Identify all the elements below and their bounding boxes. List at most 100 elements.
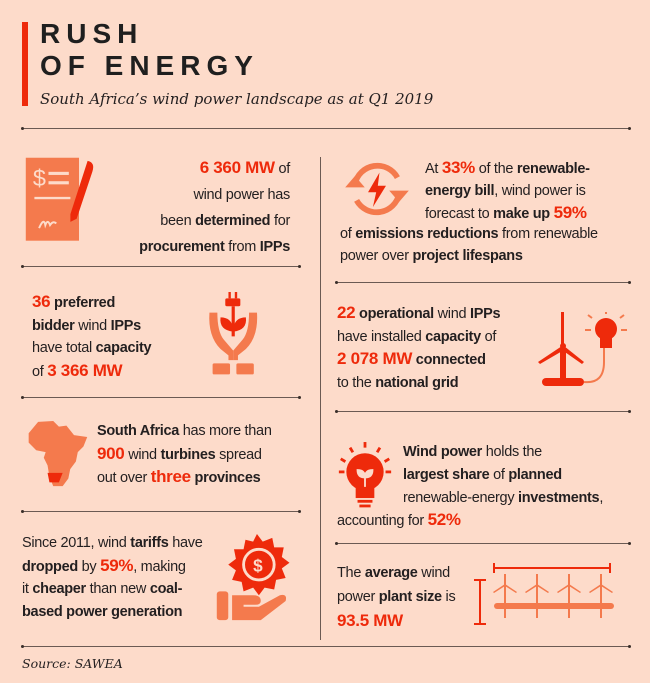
fact-line: largest share of planned: [403, 464, 603, 487]
body-text: holds the: [482, 444, 542, 460]
fact-investments-last-line: accounting for 52%: [337, 509, 461, 532]
body-text: forecast to: [425, 206, 494, 222]
divider: [335, 542, 631, 545]
body-text: of: [480, 328, 497, 345]
body-text: spread: [215, 446, 262, 463]
highlight-value: 93.5 MW: [337, 611, 403, 630]
body-text: wind: [124, 446, 161, 463]
emphasis-text: dropped: [22, 558, 78, 575]
emphasis-text: based power generation: [22, 603, 183, 620]
fact-line: Wind power holds the: [403, 441, 603, 464]
fact-emissions-bottom: of emissions reductions from renewable po…: [340, 223, 598, 267]
emphasis-text: connected: [412, 352, 486, 369]
highlight-value: 33%: [441, 158, 475, 177]
fact-line: energy bill, wind power is: [425, 180, 590, 202]
fact-line: based power generation: [22, 601, 202, 624]
highlight-value: 59%: [100, 555, 134, 575]
accent-bar: [22, 22, 28, 106]
fact-line: At 33% of the renewable-: [425, 157, 590, 180]
highlight-value: three: [150, 467, 191, 486]
body-text: renewable-energy: [403, 490, 518, 506]
fact-line: 2 078 MW connected: [337, 348, 500, 372]
fact-emissions-top: At 33% of the renewable-energy bill, win…: [425, 157, 590, 225]
hands-plant-plug-icon: [209, 292, 258, 375]
fact-line: of 3 366 MW: [32, 360, 151, 384]
fact-line: dropped by 59%, making: [22, 555, 202, 579]
emphasis-text: plant size: [378, 588, 442, 605]
emphasis-text: largest share: [403, 467, 490, 483]
body-text: of: [489, 467, 509, 483]
highlight-value: 900: [97, 443, 125, 463]
body-text: have: [168, 535, 203, 551]
lightbulb-plant-icon: [338, 442, 392, 508]
emphasis-text: emissions reductions: [355, 226, 499, 242]
emphasis-text: make up: [493, 206, 554, 222]
fact-operational: 22 operational wind IPPs have installed c…: [337, 302, 501, 395]
divider: [21, 396, 301, 399]
divider: [21, 127, 631, 130]
fact-line: it cheaper than new coal-: [22, 578, 202, 601]
hand-coin-icon: $: [216, 534, 290, 621]
emphasis-text: average: [364, 565, 418, 581]
fact-line: out over three provinces: [97, 466, 272, 490]
fact-line: 900 wind turbines spread: [97, 443, 272, 467]
fact-line: power over project lifespans: [340, 245, 598, 267]
body-text: power over: [340, 248, 413, 264]
fact-line: Since 2011, wind tariffs have: [22, 532, 203, 555]
svg-text:$: $: [33, 165, 46, 191]
body-text: have total: [32, 340, 96, 356]
highlight-value: 22: [337, 303, 356, 322]
body-text: from: [224, 239, 260, 255]
highlight-value: 59%: [553, 203, 587, 222]
emphasis-text: determined: [195, 213, 271, 229]
body-text: The: [337, 565, 365, 581]
emphasis-text: IPPs: [110, 317, 142, 334]
body-text: wind: [74, 317, 111, 334]
fact-preferred-bidders: 36 preferred bidder wind IPPs have total c…: [32, 291, 152, 384]
fact-line: 93.5 MW: [337, 609, 455, 635]
emphasis-text: investments: [518, 490, 600, 506]
fact-tariffs: Since 2011, wind tariffs have dropped by …: [22, 532, 203, 624]
fact-line: have installed capacity of: [337, 326, 500, 349]
svg-text:$: $: [253, 555, 263, 575]
fact-turbines: South Africa has more than 900 wind turbi…: [97, 421, 272, 490]
body-text: of: [340, 226, 356, 242]
fact-line: to the national grid: [337, 372, 500, 395]
fact-line: have total capacity: [32, 337, 152, 360]
emphasis-text: project lifespans: [412, 248, 523, 264]
emphasis-text: energy bill: [425, 183, 495, 199]
body-text: ,: [599, 490, 604, 506]
body-text: it: [22, 581, 33, 597]
fact-line: 22 operational wind IPPs: [337, 302, 501, 326]
emphasis-text: capacity: [95, 340, 152, 356]
title-line-2: OF ENERGY: [40, 50, 259, 81]
divider: [21, 265, 301, 268]
body-text: accounting for: [337, 513, 428, 529]
emphasis-text: capacity: [425, 328, 481, 345]
body-text: wind: [433, 306, 470, 322]
fact-line: power plant size is: [337, 586, 456, 610]
emphasis-text: operational: [355, 306, 434, 322]
body-text: from renewable: [498, 226, 598, 242]
body-text: of the: [474, 161, 517, 177]
title-line-1: RUSH: [40, 18, 144, 49]
divider: [335, 410, 631, 413]
body-text: to the: [337, 374, 376, 391]
body-text: have installed: [337, 328, 426, 345]
divider: [21, 510, 301, 513]
fact-line: The average wind: [337, 562, 455, 586]
highlight-value: 3 366 MW: [47, 360, 123, 380]
body-text: wind power has: [193, 187, 290, 203]
body-text: been: [160, 213, 196, 229]
fact-line: accounting for 52%: [337, 509, 461, 532]
fact-line: 6 360 MW of: [139, 155, 291, 182]
body-text: of: [32, 363, 48, 380]
fact-line: South Africa has more than: [97, 421, 272, 443]
emphasis-text: bidder: [32, 317, 75, 334]
emphasis-text: turbines: [160, 446, 216, 463]
emphasis-text: planned: [508, 467, 562, 483]
divider: [21, 645, 631, 648]
fact-plant-size: The average wind power plant size is 93.5 …: [337, 562, 456, 635]
body-text: wind: [417, 565, 450, 581]
highlight-value: 6 360 MW: [199, 158, 275, 177]
